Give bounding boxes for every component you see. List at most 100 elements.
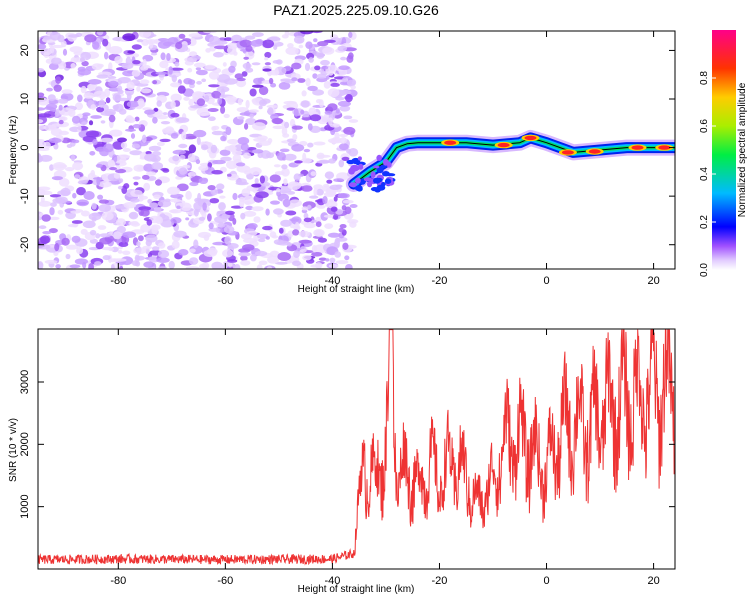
noise-blob (87, 79, 102, 85)
noise-blob (248, 109, 259, 113)
noise-blob (97, 225, 107, 230)
noise-blob (254, 250, 268, 257)
noise-blob (218, 202, 226, 211)
noise-blob (122, 250, 131, 256)
noise-blob (60, 187, 71, 197)
noise-blob (121, 62, 134, 70)
noise-blob (104, 51, 109, 60)
noise-blob (38, 113, 52, 118)
noise-blob (211, 170, 223, 175)
noise-blob (80, 210, 90, 217)
noise-blob (276, 152, 286, 161)
y-tick-label: -20 (19, 237, 31, 253)
noise-blob (220, 105, 226, 114)
ridge-fuzz (370, 187, 379, 192)
noise-blob (294, 222, 300, 230)
noise-blob (287, 43, 294, 49)
noise-blob (136, 241, 141, 247)
noise-blob (148, 145, 162, 152)
noise-blob (280, 219, 292, 227)
snr-ylabel: SNR (10 * v/v) (8, 418, 19, 482)
noise-blob (274, 261, 288, 265)
noise-blob (91, 202, 97, 210)
noise-blob (69, 46, 83, 53)
noise-blob (102, 38, 109, 47)
noise-blob (120, 142, 128, 149)
noise-blob (62, 48, 68, 56)
noise-blob (168, 198, 181, 203)
signal-ridge (345, 129, 675, 193)
noise-blob (58, 119, 64, 125)
noise-blob (90, 115, 102, 119)
noise-blob (72, 162, 84, 171)
noise-blob (298, 44, 304, 49)
noise-blob (315, 262, 323, 269)
noise-blob (147, 176, 157, 181)
ridge-peak (561, 150, 574, 155)
noise-blob (40, 235, 50, 244)
x-tick-label: -40 (324, 575, 340, 587)
noise-blob (117, 85, 123, 93)
noise-blob (325, 200, 338, 209)
noise-blob (299, 249, 307, 253)
y-tick-label: 20 (19, 44, 31, 56)
snr-line (38, 329, 675, 566)
noise-blob (240, 255, 248, 261)
noise-blob (303, 212, 309, 219)
noise-blob (160, 121, 171, 125)
noise-blob (123, 202, 137, 209)
noise-blob (90, 104, 97, 110)
noise-blob (217, 97, 223, 106)
noise-blob (236, 77, 246, 82)
noise-blob (113, 172, 121, 179)
noise-blob (105, 97, 111, 104)
noise-blob (312, 89, 324, 96)
noise-blob (175, 41, 183, 50)
noise-blob (338, 65, 350, 70)
noise-blob (88, 263, 94, 269)
noise-blob (83, 92, 95, 99)
noise-blob (281, 168, 290, 177)
noise-blob (195, 159, 201, 165)
noise-blob (38, 225, 47, 230)
noise-blob (67, 224, 79, 228)
noise-blob (282, 198, 291, 208)
noise-blob (313, 141, 326, 146)
noise-blob (316, 204, 326, 209)
noise-blob (175, 117, 190, 123)
noise-blob (65, 167, 75, 172)
noise-blob (194, 92, 206, 97)
noise-blob (88, 212, 102, 221)
noise-blob (222, 62, 227, 67)
noise-blob (252, 32, 264, 37)
noise-blob (244, 35, 256, 40)
x-tick-label: -20 (432, 275, 448, 287)
noise-blob (328, 264, 339, 268)
noise-blob (316, 73, 327, 79)
noise-blob (140, 209, 150, 217)
noise-blob (339, 224, 347, 229)
noise-blob (200, 112, 211, 116)
noise-blob (76, 187, 86, 196)
noise-blob (317, 237, 327, 243)
noise-blob (321, 65, 329, 70)
noise-blob (244, 201, 251, 205)
noise-blob (305, 77, 311, 87)
noise-blob (225, 126, 232, 136)
noise-blob (65, 253, 71, 260)
noise-blob (267, 107, 274, 115)
noise-blob (38, 107, 46, 111)
noise-blob (108, 114, 116, 123)
noise-blob (81, 121, 88, 126)
noise-blob (235, 181, 249, 186)
noise-blob (283, 153, 297, 161)
noise-blob (242, 62, 252, 70)
y-tick-label: 2000 (19, 432, 31, 456)
noise-blob (279, 148, 290, 153)
noise-blob (131, 143, 140, 149)
ridge-fuzz (356, 186, 363, 192)
noise-blob (48, 228, 58, 234)
noise-blob (291, 125, 303, 130)
noise-blob (252, 122, 266, 131)
noise-blob (195, 67, 202, 71)
